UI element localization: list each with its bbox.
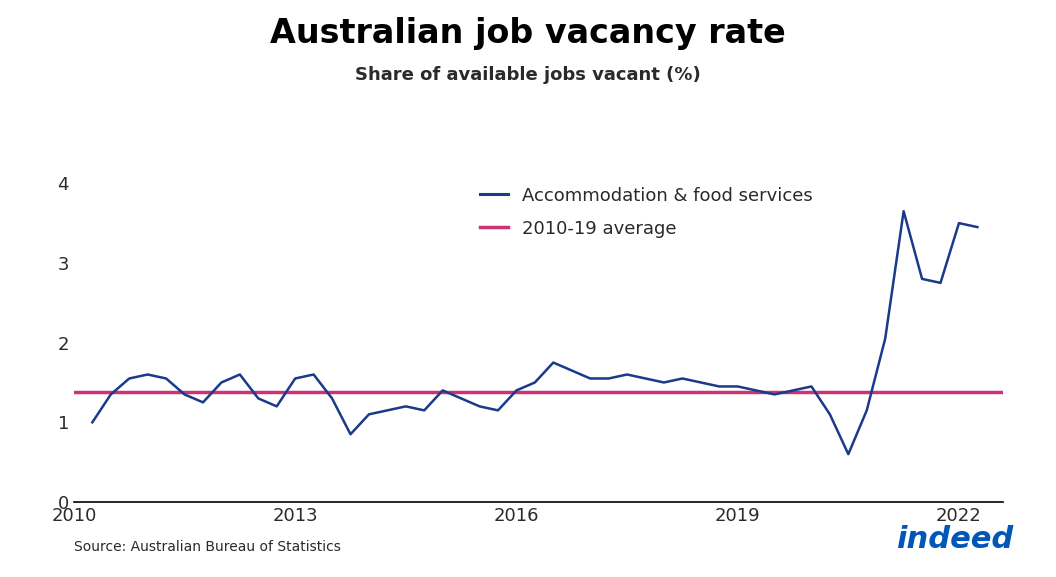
Text: indeed: indeed: [897, 525, 1014, 554]
Text: Australian job vacancy rate: Australian job vacancy rate: [270, 17, 786, 50]
Text: Share of available jobs vacant (%): Share of available jobs vacant (%): [355, 66, 701, 84]
Legend: Accommodation & food services, 2010-19 average: Accommodation & food services, 2010-19 a…: [473, 179, 819, 245]
Text: Source: Australian Bureau of Statistics: Source: Australian Bureau of Statistics: [74, 540, 341, 554]
